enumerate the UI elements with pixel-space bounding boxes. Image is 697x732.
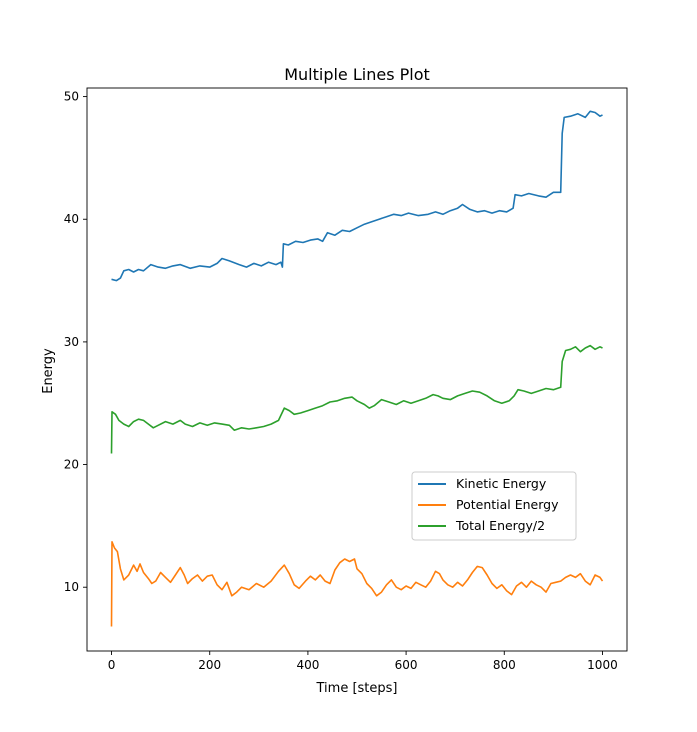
- series-line-potential-energy: [110, 541, 604, 627]
- series-line-kinetic-energy: [111, 110, 603, 282]
- plot-frame: [86, 87, 628, 652]
- y-tick-label: 10: [64, 580, 79, 594]
- x-axis-label: Time [steps]: [316, 681, 398, 696]
- x-tick-label: 200: [198, 658, 221, 672]
- series-line-total-energy-2: [110, 344, 603, 454]
- y-tick-label: 40: [64, 212, 79, 226]
- y-tick-label: 20: [64, 458, 79, 472]
- legend-label: Kinetic Energy: [456, 476, 547, 491]
- x-tick-label: 800: [493, 658, 516, 672]
- plot-area: [86, 87, 628, 652]
- legend-label: Total Energy/2: [455, 518, 545, 533]
- x-axis: 0 200 400 600 800 1000: [108, 651, 618, 672]
- y-axis-label: Energy: [41, 348, 56, 394]
- chart-title: Multiple Lines Plot: [284, 65, 430, 84]
- legend-box: [411, 471, 577, 541]
- x-tick-label: 1000: [587, 658, 618, 672]
- legend: Kinetic Energy Potential Energy Total Ener…: [411, 471, 577, 541]
- x-tick-label: 600: [395, 658, 418, 672]
- y-tick-label: 50: [64, 90, 79, 104]
- y-axis: 10 20 30 40 50: [64, 90, 87, 594]
- legend-label: Potential Energy: [456, 497, 559, 512]
- x-tick-label: 400: [296, 658, 319, 672]
- series-layer: [110, 110, 604, 627]
- x-tick-label: 0: [108, 658, 116, 672]
- y-tick-label: 30: [64, 335, 79, 349]
